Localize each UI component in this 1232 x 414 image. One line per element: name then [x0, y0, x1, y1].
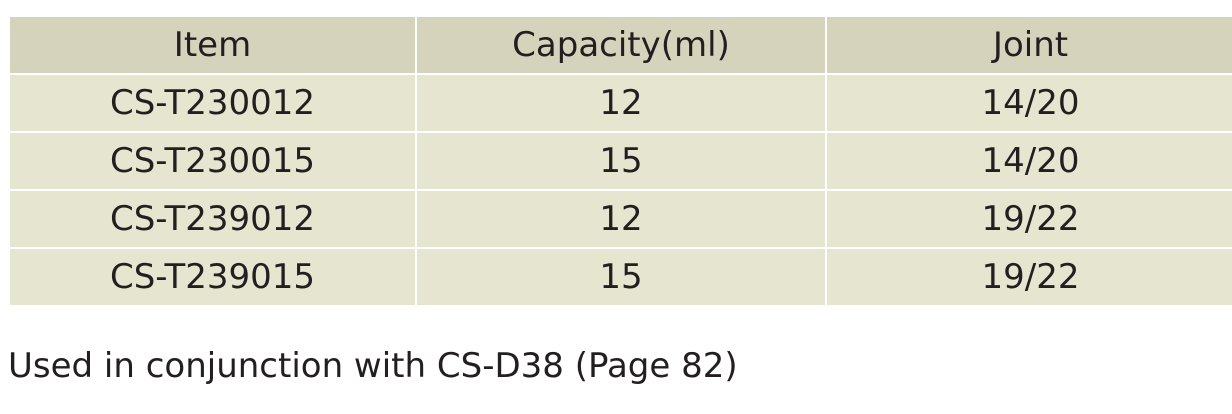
table-cell: 14/20 [825, 73, 1232, 133]
table-body: CS-T230012 12 14/20 CS-T230015 15 14/20 CS-T23… [8, 73, 1232, 307]
table-row: CS-T230012 12 14/20 [8, 73, 1232, 133]
table-cell: 19/22 [825, 189, 1232, 249]
header-row: Item Capacity(ml) Joint [8, 15, 1232, 75]
header-cell: Capacity(ml) [415, 15, 827, 75]
header-cell: Joint [825, 15, 1232, 75]
table-cell: 12 [415, 73, 827, 133]
table-cell: CS-T230015 [8, 131, 417, 191]
table-cell: 19/22 [825, 247, 1232, 307]
header-cell: Item [8, 15, 417, 75]
table-row: CS-T239015 15 19/22 [8, 247, 1232, 307]
table-cell: 12 [415, 189, 827, 249]
table-cell: CS-T239015 [8, 247, 417, 307]
table-row: CS-T239012 12 19/22 [8, 189, 1232, 249]
table-row: CS-T230015 15 14/20 [8, 131, 1232, 191]
footnote: Used in conjunction with CS-D38 (Page 82… [8, 346, 738, 386]
table-cell: CS-T230012 [8, 73, 417, 133]
table-cell: CS-T239012 [8, 189, 417, 249]
spec-table: Item Capacity(ml) Joint CS-T230012 12 14/20 C… [8, 15, 1232, 307]
table-cell: 14/20 [825, 131, 1232, 191]
table-cell: 15 [415, 131, 827, 191]
table-cell: 15 [415, 247, 827, 307]
